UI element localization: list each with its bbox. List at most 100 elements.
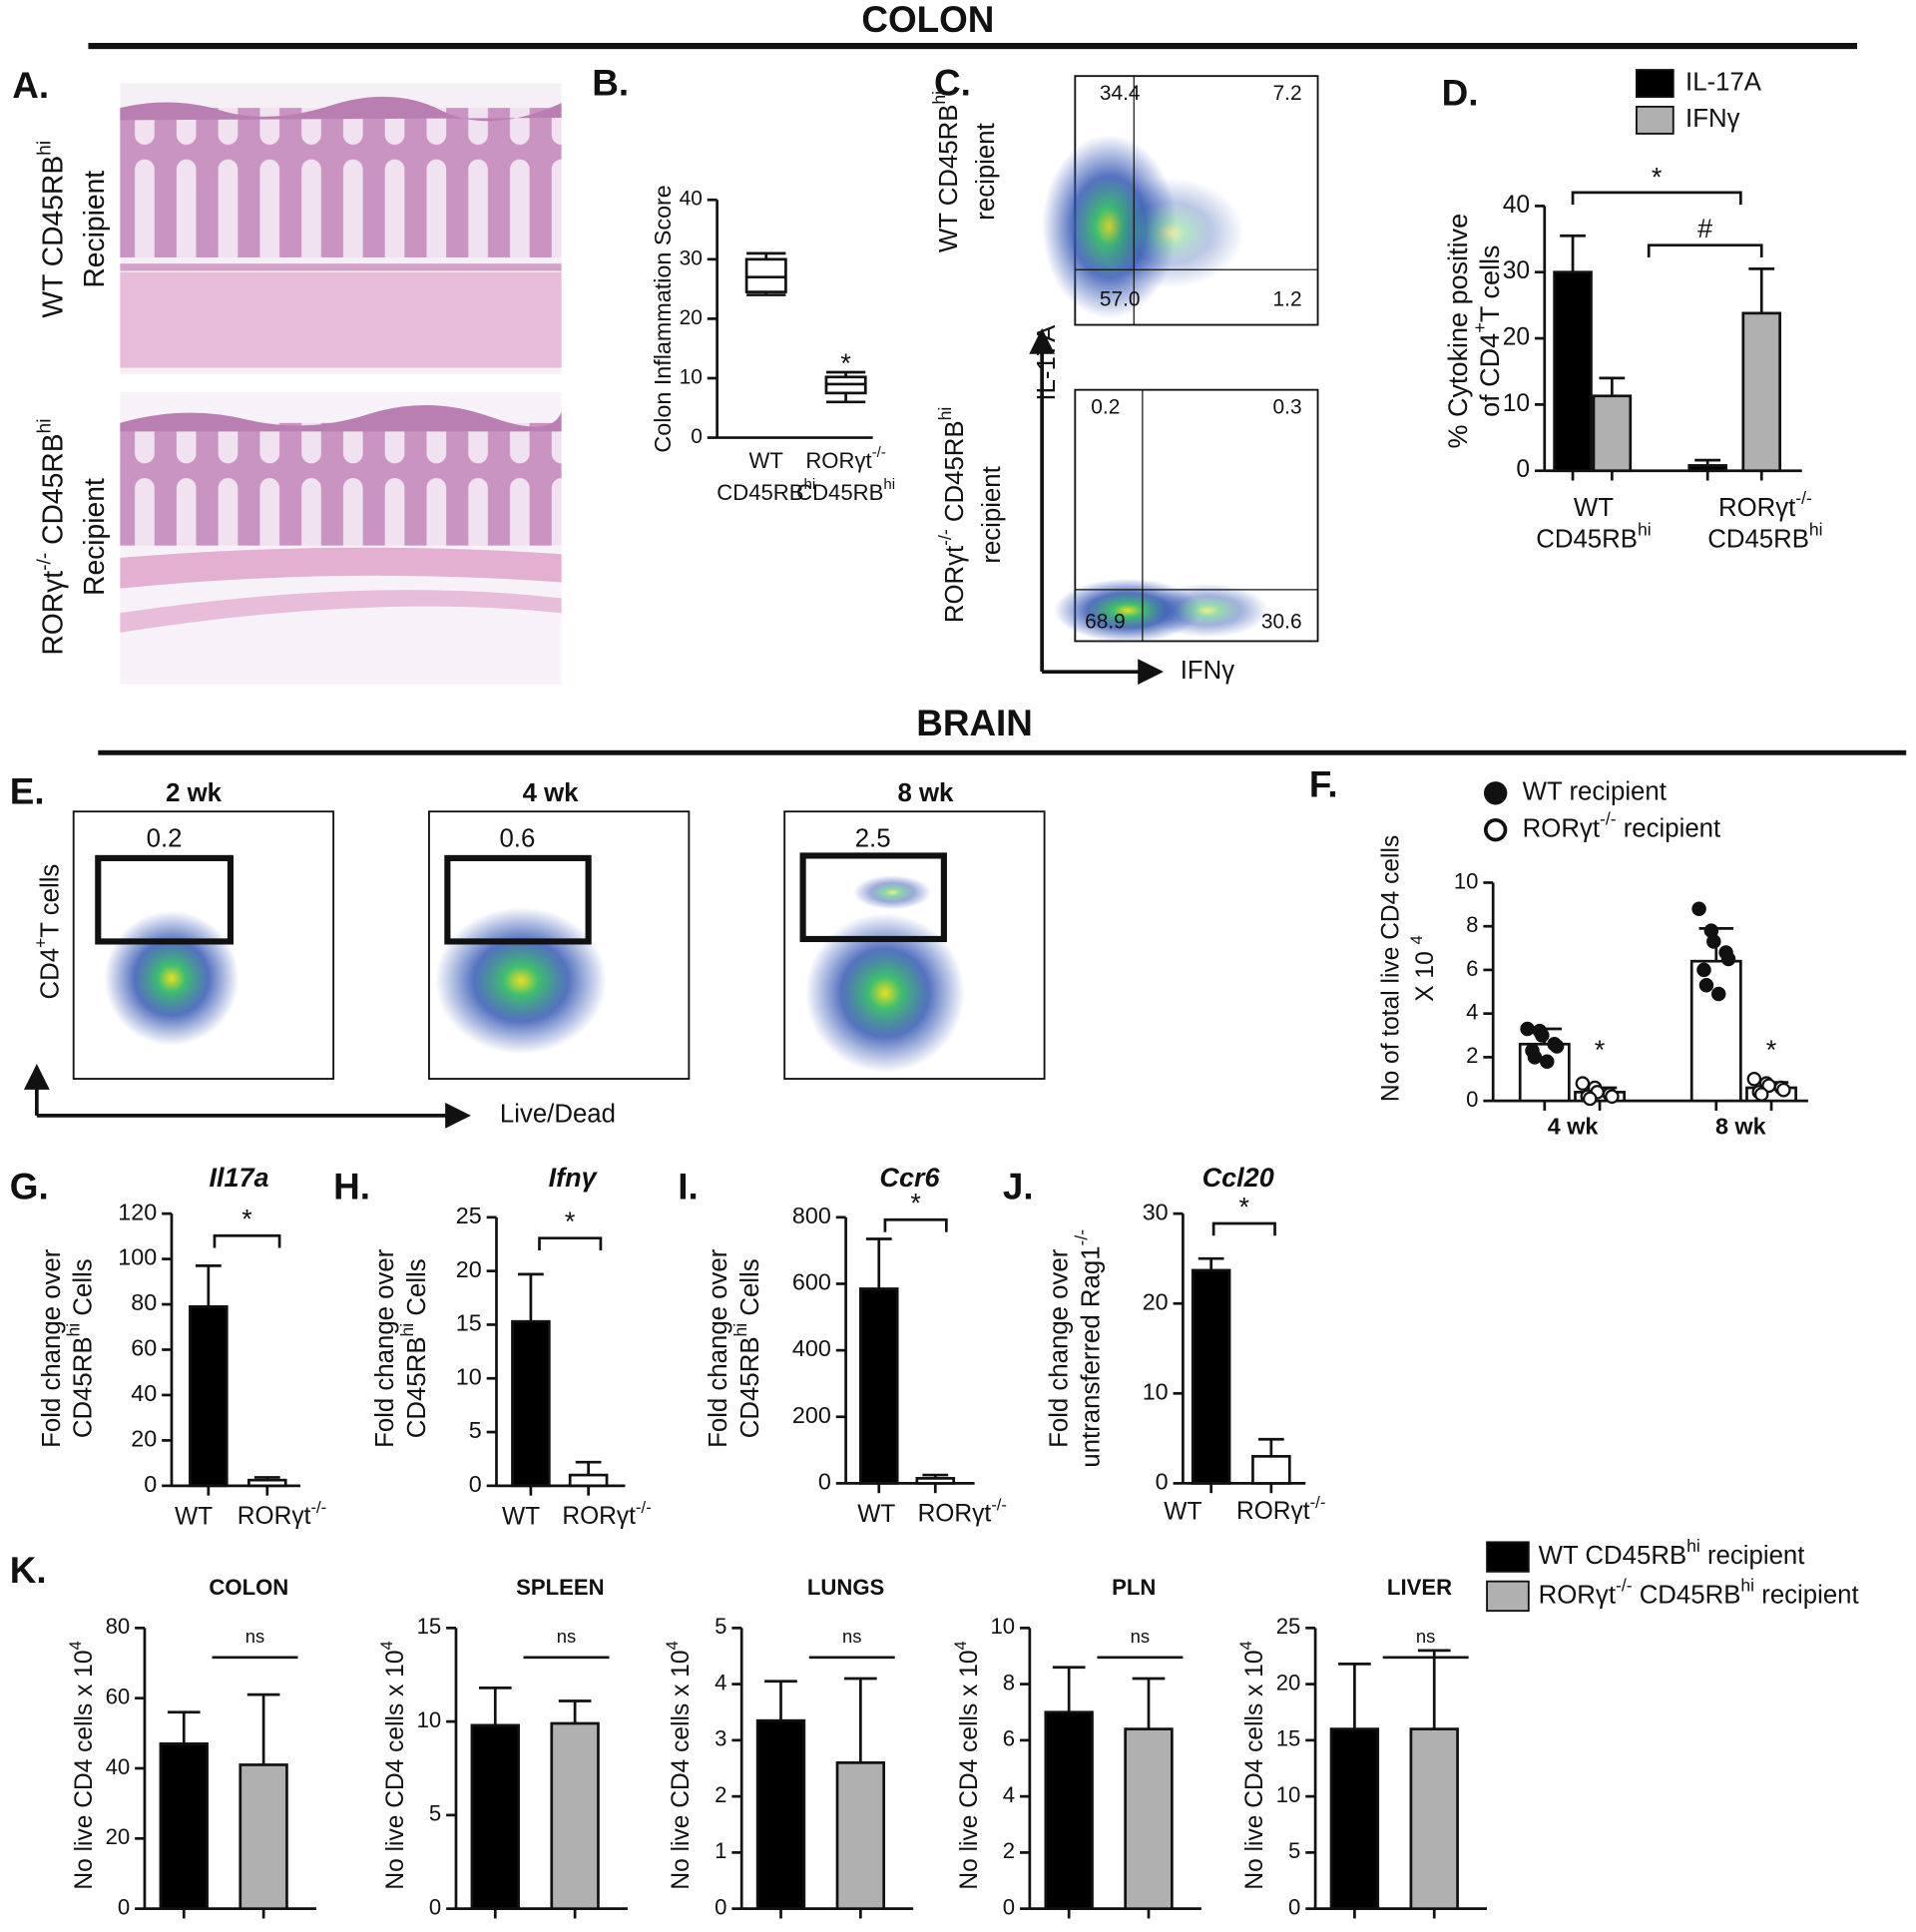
y-tick-label: 10 [680, 365, 703, 388]
y-axis-label: Fold change over [38, 1248, 66, 1448]
x-category-label: RORγt-/- [1236, 1493, 1325, 1526]
y-tick-label: 10 [456, 1363, 482, 1389]
y-tick-label: 200 [792, 1402, 831, 1428]
row-label-part: recipient [972, 123, 1000, 220]
x-category-label: 8 wk [1715, 1113, 1766, 1139]
gate-value: 2.5 [855, 824, 891, 852]
legend-swatch [1486, 1541, 1530, 1573]
box [744, 257, 787, 293]
y-axis-label-part: CD45RB [736, 1336, 764, 1438]
quadrant-value: 68.9 [1085, 611, 1126, 634]
y-tick-label: 30 [1503, 257, 1530, 284]
histology-image [120, 392, 562, 685]
y-axis-label: No of total live CD4 cells [1378, 835, 1405, 1102]
y-tick-label: 0 [1156, 1469, 1169, 1495]
x-category-label: RORγt-/- [562, 1498, 651, 1531]
x-category-label-part: WT [1574, 494, 1614, 522]
x-category-label: CD45RBhi [1707, 519, 1822, 553]
y-tick-label: 0 [1003, 1894, 1015, 1919]
x-category-label-part: -/- [310, 1498, 326, 1517]
y-axis-label-part: 4 [377, 1641, 396, 1650]
data-point [1720, 951, 1736, 967]
row-label: RORγt-/- CD45RBhi [34, 418, 69, 655]
data-point [1605, 1089, 1620, 1104]
y-tick-label: 30 [1143, 1199, 1169, 1224]
row-label-part: RORγt [941, 546, 969, 623]
significance-label: * [565, 1207, 576, 1236]
y-tick-label: 0 [469, 1471, 482, 1497]
chart-title: Ccl20 [1202, 1163, 1274, 1193]
y-tick-label: 5 [715, 1614, 726, 1639]
y-axis-label-part: 4 [951, 1641, 970, 1650]
row-label-part: Recipient [79, 171, 111, 288]
y-tick-label: 800 [792, 1203, 831, 1228]
x-category-label: WT [502, 1503, 540, 1530]
y-tick-label: 20 [1276, 1670, 1301, 1694]
bar [511, 1319, 551, 1488]
x-category-label-part: -/- [636, 1498, 652, 1517]
bar [858, 1287, 899, 1485]
axis-label-part: + [30, 938, 50, 948]
legend-label: RORγt-/- recipient [1523, 808, 1721, 842]
chart-title: LUNGS [807, 1575, 884, 1600]
section-rule [88, 43, 1858, 50]
significance-bracket [538, 1236, 603, 1250]
data-point [1582, 1091, 1598, 1107]
axis-label-part: T cells [36, 864, 64, 938]
chart-title: Il17a [209, 1163, 268, 1193]
y-axis-label: Fold change over [371, 1248, 399, 1448]
y-tick-label: 400 [792, 1335, 831, 1361]
y-tick-label: 80 [131, 1289, 157, 1315]
x-category-label-part: hi [804, 477, 816, 494]
x-category-label: RORγt-/- [1718, 487, 1812, 521]
legend-label: RORγt-/- CD45RBhi recipient [1539, 1575, 1859, 1609]
x-category-label-part: hi [1809, 519, 1823, 539]
y-axis-label-part: hi [730, 1323, 750, 1337]
significance-label: * [1239, 1192, 1250, 1221]
x-category-label-part: hi [1638, 519, 1652, 539]
x-category-label-part: RORγt [238, 1503, 311, 1530]
section-header: BRAIN [916, 703, 1033, 743]
x-category-label: CD45RBhi [1536, 519, 1651, 553]
section-header: COLON [861, 0, 994, 40]
flow-plot [1042, 75, 1319, 326]
bar [835, 1761, 886, 1910]
row-label-part: WT CD45RB [37, 156, 69, 318]
legend-label-part: hi [1740, 1575, 1754, 1595]
bar [159, 1742, 209, 1910]
plot-title: 8 wk [897, 779, 954, 807]
legend-label-part: WT CD45RB [1539, 1542, 1687, 1570]
legend-label: WT recipient [1523, 778, 1667, 806]
plot-title: 2 wk [166, 779, 223, 807]
panel-label: I. [678, 1166, 698, 1207]
y-tick-label: 0 [118, 1894, 130, 1919]
data-point [1753, 1087, 1769, 1102]
y-axis-label: CD45RBhi Cells [730, 1258, 764, 1438]
y-tick-label: 0 [429, 1894, 441, 1919]
flow-plot [783, 810, 1046, 1080]
flow-plot [1054, 388, 1319, 643]
x-category-label: CD45RBhi [717, 477, 815, 505]
y-tick-label: 60 [131, 1335, 157, 1361]
y-axis-label: untransferred Rag1-/- [1071, 1229, 1105, 1468]
x-category-label: WT [1164, 1498, 1201, 1525]
significance-label: # [1697, 214, 1712, 243]
legend-label: IFNγ [1685, 105, 1740, 133]
y-tick-label: 2 [1003, 1838, 1015, 1863]
x-category-label-part: CD45RB [796, 480, 883, 505]
y-axis-label: No live CD4 cells x 104 [377, 1641, 410, 1889]
legend-label-part: hi [1686, 1536, 1700, 1556]
bar [1191, 1268, 1231, 1485]
y-axis-label-part: -/- [1071, 1229, 1091, 1246]
significance-bracket [1647, 243, 1763, 257]
row-label-part: recipient [978, 466, 1006, 563]
y-axis-label: CD45RBhi Cells [397, 1258, 431, 1438]
y-tick-label: 15 [417, 1614, 442, 1639]
y-tick-label: 2 [715, 1782, 726, 1807]
y-axis-label-part: Fold change over [705, 1248, 732, 1448]
y-tick-label: 0 [144, 1471, 157, 1497]
significance-label: * [840, 348, 851, 378]
bar [550, 1721, 600, 1910]
y-axis-label: No live CD4 cells x 104 [951, 1641, 984, 1889]
legend-label-part: recipient [1700, 1542, 1805, 1570]
